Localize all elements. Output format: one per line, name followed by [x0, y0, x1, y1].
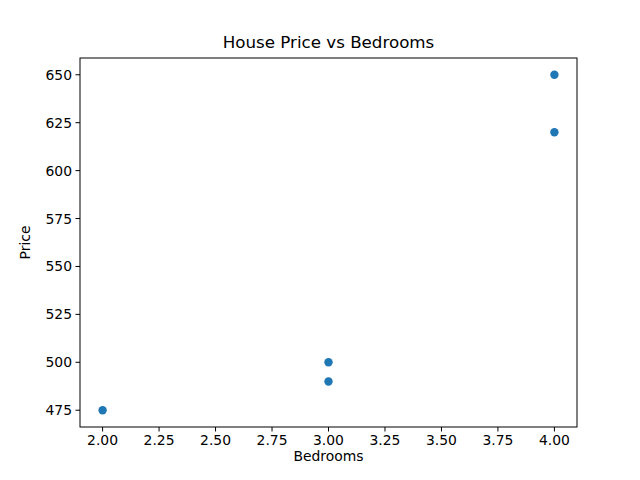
- x-tick-label: 2.75: [257, 432, 288, 448]
- y-tick-label: 600: [45, 163, 72, 179]
- y-tick-label: 650: [45, 67, 72, 83]
- y-axis-label: Price: [17, 226, 33, 260]
- y-tick-label: 475: [45, 402, 72, 418]
- plot-area: 2.00 2.25 2.50 2.75 3.00 3.25 3.50 3.75 4.00 475 5…: [45, 58, 577, 448]
- chart-title: House Price vs Bedrooms: [223, 32, 435, 52]
- axes-spines: [80, 58, 577, 427]
- x-tick-label: 3.75: [482, 432, 513, 448]
- scatter-plot: 2.00 2.25 2.50 2.75 3.00 3.25 3.50 3.75 4.00 475 5…: [0, 0, 640, 480]
- x-axis-label: Bedrooms: [293, 448, 363, 464]
- y-tick-label: 550: [45, 258, 72, 274]
- data-point: [324, 377, 332, 385]
- x-tick-label: 2.25: [144, 432, 175, 448]
- x-tick-label: 2.50: [200, 432, 231, 448]
- y-tick-label: 575: [45, 211, 72, 227]
- y-tick-label: 625: [45, 115, 72, 131]
- data-point: [550, 71, 558, 79]
- y-tick-label: 525: [45, 306, 72, 322]
- data-point: [324, 358, 332, 366]
- figure-canvas: 2.00 2.25 2.50 2.75 3.00 3.25 3.50 3.75 4.00 475 5…: [0, 0, 640, 480]
- y-tick-label: 500: [45, 354, 72, 370]
- data-point: [550, 128, 558, 136]
- x-tick-label: 3.00: [313, 432, 344, 448]
- x-tick-label: 2.00: [87, 432, 118, 448]
- x-tick-label: 3.50: [426, 432, 457, 448]
- x-tick-label: 3.25: [370, 432, 401, 448]
- data-point: [98, 406, 106, 414]
- x-tick-label: 4.00: [539, 432, 570, 448]
